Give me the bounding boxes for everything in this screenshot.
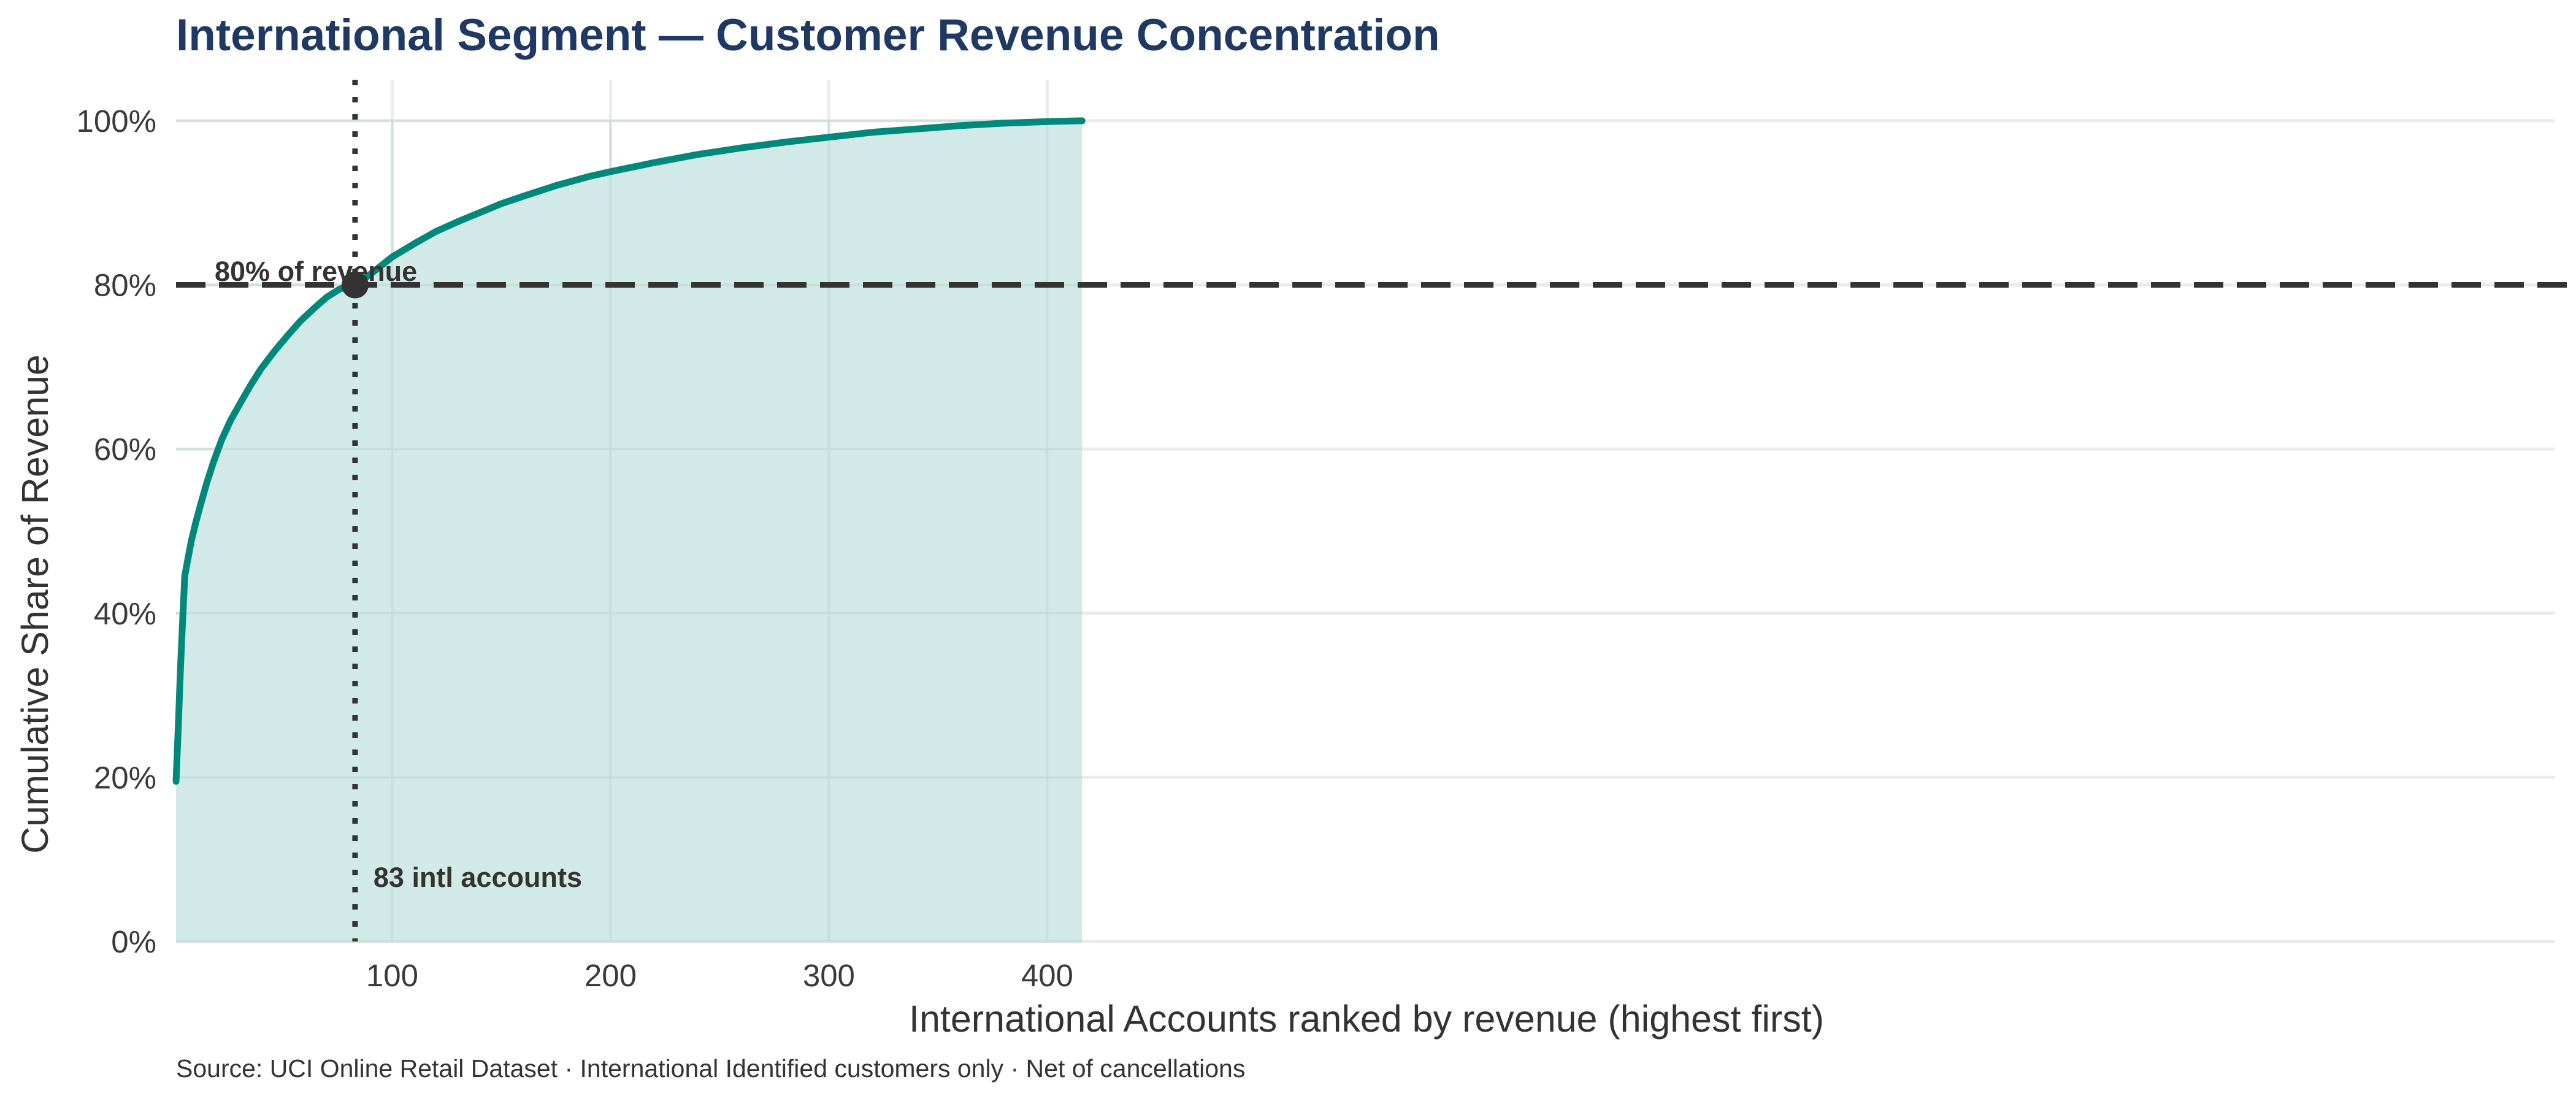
y-tick-label: 20% [94,760,156,795]
reference-layer [176,80,2576,941]
y-tick-label: 100% [77,104,156,139]
cumulative-area [176,120,1083,941]
y-axis-ticks: 0% 20% 40% 60% 80% 100% [77,104,156,959]
x-axis-ticks: 100 200 300 400 [366,958,1073,993]
area-layer [172,117,1086,943]
chart-title: International Segment — Customer Revenue… [176,10,1440,60]
y-tick-label: 80% [94,268,156,303]
x-tick-label: 100 [366,958,418,993]
reference-line-label: 80% of revenue [215,256,417,287]
x-axis-label: International Accounts ranked by revenue… [909,998,1824,1040]
x-tick-label: 200 [585,958,637,993]
marker-point [341,271,369,299]
y-tick-label: 0% [111,924,156,959]
y-tick-label: 60% [94,432,156,467]
y-axis-label: Cumulative Share of Revenue [14,355,56,854]
source-note: Source: UCI Online Retail Dataset · Inte… [176,1054,1245,1083]
x-tick-label: 300 [803,958,855,993]
x-tick-label: 400 [1021,958,1073,993]
y-tick-label: 40% [94,596,156,631]
marker-label: 83 intl accounts [374,862,582,893]
